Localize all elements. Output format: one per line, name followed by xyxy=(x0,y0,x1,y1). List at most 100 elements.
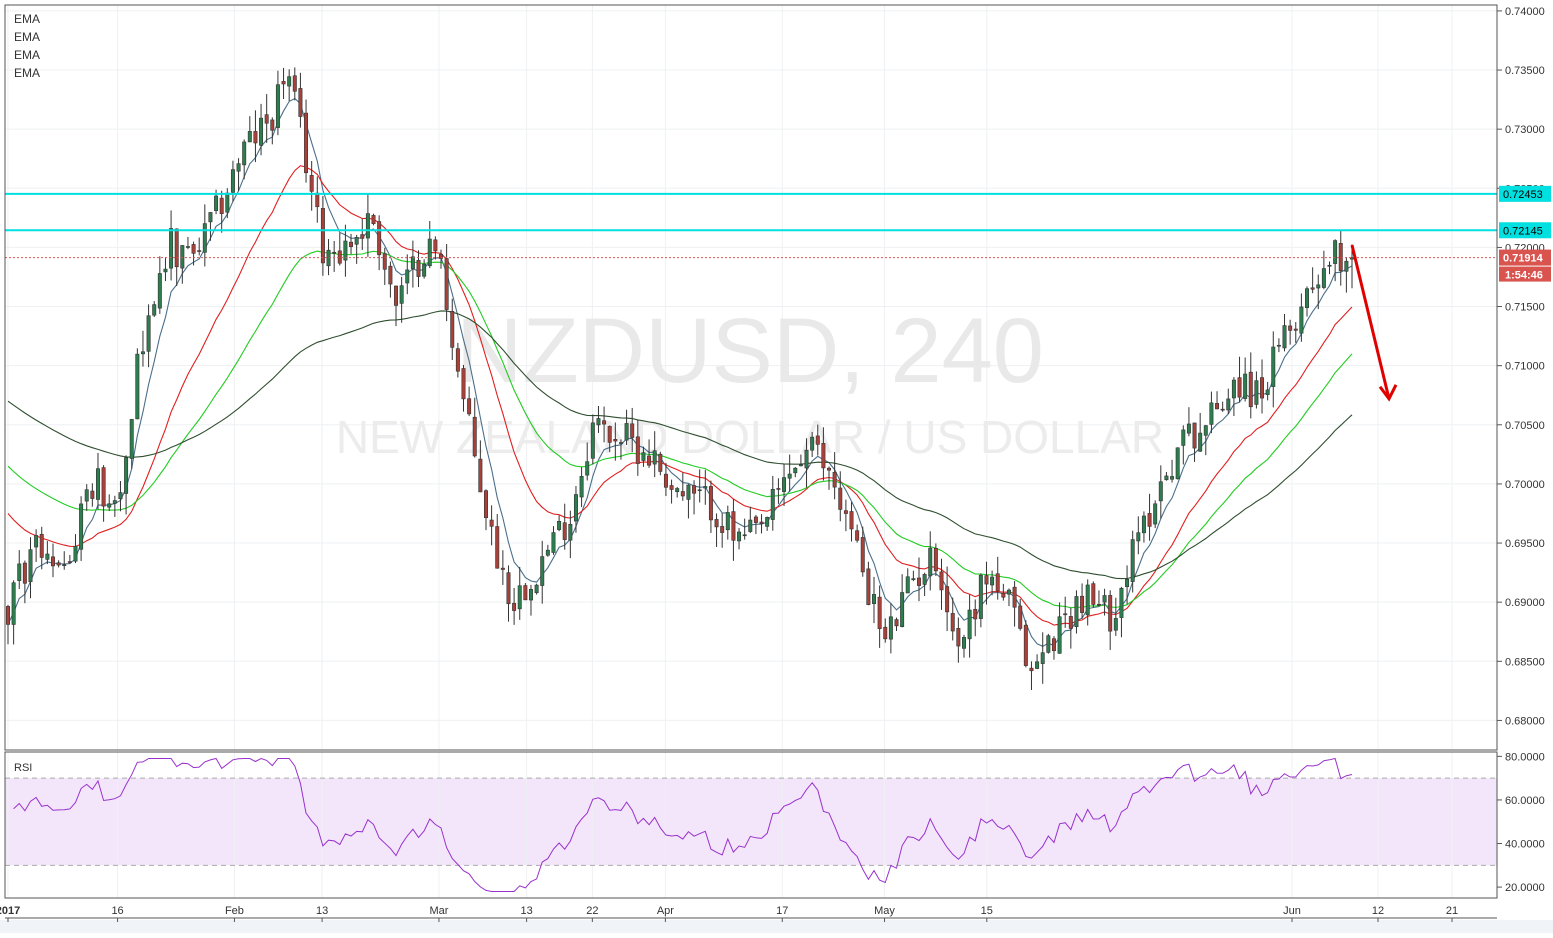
candle xyxy=(731,499,736,561)
candle xyxy=(618,439,623,460)
candle xyxy=(1001,583,1006,601)
candle-body xyxy=(1310,287,1315,290)
candle-body xyxy=(680,491,685,497)
candle-body xyxy=(410,256,415,269)
candle xyxy=(506,565,511,622)
candle-body xyxy=(354,237,359,245)
candle xyxy=(720,513,725,548)
candle-body xyxy=(11,582,16,625)
candle-body xyxy=(1260,377,1265,399)
x-tick-label: 15 xyxy=(981,905,993,917)
candle xyxy=(596,405,601,433)
candle-body xyxy=(135,353,140,420)
candle xyxy=(1344,257,1349,293)
candle xyxy=(815,424,820,456)
candle-body xyxy=(613,438,618,442)
candle xyxy=(686,484,691,519)
candle xyxy=(933,543,938,576)
candle xyxy=(1181,425,1186,465)
candle xyxy=(787,454,792,492)
candle-body xyxy=(782,477,787,492)
candle xyxy=(1288,319,1293,345)
candle xyxy=(259,103,264,156)
candle-body xyxy=(517,585,522,610)
candle xyxy=(872,576,876,624)
candle xyxy=(782,463,787,506)
candle-body xyxy=(455,348,460,372)
candle xyxy=(191,241,196,266)
candle-body xyxy=(270,119,275,131)
candle xyxy=(343,224,348,277)
candle xyxy=(675,486,680,498)
candle-body xyxy=(1102,595,1107,603)
ema-indicator-label[interactable]: EMA xyxy=(14,30,41,44)
candle xyxy=(309,160,314,211)
ema-indicator-label[interactable]: EMA xyxy=(14,48,41,62)
candle-body xyxy=(866,568,871,605)
candle xyxy=(495,513,500,569)
candle-body xyxy=(888,616,893,640)
candle xyxy=(439,249,443,269)
candle-body xyxy=(551,532,556,553)
candle-body xyxy=(17,563,22,581)
candle xyxy=(461,364,466,412)
candle-body xyxy=(433,239,438,252)
candle-body xyxy=(900,592,905,627)
x-tick-label: 16 xyxy=(111,905,123,917)
candle xyxy=(1321,250,1326,290)
candle xyxy=(1203,424,1208,456)
candle xyxy=(152,301,157,318)
ema-indicator-label[interactable]: EMA xyxy=(14,66,41,80)
candle-body xyxy=(214,195,219,211)
candle-body xyxy=(883,626,888,640)
candle xyxy=(888,603,893,654)
candle xyxy=(270,117,275,145)
candle-body xyxy=(1141,515,1146,534)
candle xyxy=(45,541,50,565)
candle-body xyxy=(225,192,230,213)
candle-body xyxy=(697,489,702,492)
candle-body xyxy=(101,467,106,507)
rsi-label: RSI xyxy=(14,762,32,774)
candle-body xyxy=(163,268,168,273)
candle xyxy=(680,472,685,501)
candle xyxy=(157,256,162,314)
candle xyxy=(843,499,848,532)
candle-body xyxy=(759,521,764,524)
candle-body xyxy=(961,637,966,649)
candle xyxy=(101,465,106,522)
candle xyxy=(1215,391,1220,410)
candle-body xyxy=(118,492,123,500)
candle-body xyxy=(917,577,921,586)
x-tick-label: May xyxy=(874,905,895,917)
candle-body xyxy=(815,435,820,445)
rsi-y-tick-label: 80.0000 xyxy=(1505,751,1545,763)
candle-body xyxy=(933,547,938,572)
candle-body xyxy=(461,368,466,400)
candle xyxy=(860,526,865,577)
candle-body xyxy=(872,594,876,604)
candle xyxy=(1136,516,1141,555)
candle xyxy=(877,585,882,648)
candle xyxy=(287,69,292,101)
candle-body xyxy=(652,450,657,465)
candle-body xyxy=(1203,425,1208,436)
candle-body xyxy=(1321,268,1326,288)
candle-body xyxy=(259,117,264,146)
candle-body xyxy=(1074,596,1079,627)
candle-body xyxy=(377,221,382,256)
candle xyxy=(607,425,612,453)
candle-body xyxy=(6,606,10,625)
candle xyxy=(51,543,55,578)
candle-body xyxy=(1215,403,1220,410)
ema-indicator-label[interactable]: EMA xyxy=(14,12,41,26)
candle xyxy=(1226,388,1231,415)
candle xyxy=(1057,602,1062,654)
candle-body xyxy=(1164,475,1169,481)
candle-body xyxy=(230,169,235,193)
candle xyxy=(562,503,567,550)
candle xyxy=(1147,493,1152,541)
candle-body xyxy=(298,88,303,117)
candle-body xyxy=(753,516,758,523)
